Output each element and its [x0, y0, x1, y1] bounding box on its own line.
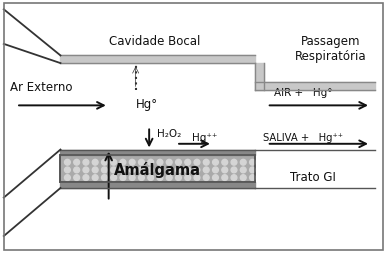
Circle shape	[74, 175, 80, 181]
Circle shape	[212, 167, 218, 173]
Circle shape	[176, 167, 182, 173]
Circle shape	[231, 175, 237, 181]
Circle shape	[83, 160, 89, 165]
Circle shape	[222, 160, 228, 165]
Circle shape	[83, 167, 89, 173]
Circle shape	[240, 167, 246, 173]
Circle shape	[157, 175, 163, 181]
Circle shape	[222, 175, 228, 181]
Circle shape	[166, 167, 172, 173]
Circle shape	[148, 160, 154, 165]
Circle shape	[212, 175, 218, 181]
Circle shape	[222, 167, 228, 173]
Circle shape	[92, 160, 98, 165]
Circle shape	[83, 175, 89, 181]
Circle shape	[111, 160, 116, 165]
Circle shape	[157, 160, 163, 165]
Circle shape	[194, 167, 200, 173]
Text: Passagem
Respiratória: Passagem Respiratória	[295, 35, 366, 62]
Circle shape	[101, 167, 107, 173]
Circle shape	[65, 160, 70, 165]
Circle shape	[74, 160, 80, 165]
Circle shape	[120, 160, 126, 165]
Circle shape	[194, 175, 200, 181]
Circle shape	[185, 167, 191, 173]
Circle shape	[250, 175, 255, 181]
Circle shape	[129, 167, 135, 173]
Text: Cavidade Bocal: Cavidade Bocal	[109, 34, 200, 47]
Circle shape	[185, 160, 191, 165]
Circle shape	[111, 167, 116, 173]
Circle shape	[166, 175, 172, 181]
Circle shape	[157, 167, 163, 173]
Circle shape	[65, 175, 70, 181]
Text: SALIVA +   Hg⁺⁺: SALIVA + Hg⁺⁺	[264, 133, 343, 143]
Circle shape	[148, 175, 154, 181]
Circle shape	[111, 175, 116, 181]
Circle shape	[231, 167, 237, 173]
Circle shape	[101, 160, 107, 165]
Circle shape	[240, 160, 246, 165]
Circle shape	[129, 160, 135, 165]
Circle shape	[176, 160, 182, 165]
Circle shape	[194, 160, 200, 165]
Circle shape	[240, 175, 246, 181]
Circle shape	[250, 160, 255, 165]
Circle shape	[203, 167, 209, 173]
Circle shape	[203, 175, 209, 181]
Circle shape	[231, 160, 237, 165]
Bar	[60, 156, 255, 183]
Text: H₂O₂: H₂O₂	[157, 129, 181, 139]
Circle shape	[65, 167, 70, 173]
Circle shape	[92, 175, 98, 181]
Circle shape	[101, 175, 107, 181]
Text: Hg°: Hg°	[136, 97, 158, 110]
Circle shape	[74, 167, 80, 173]
Circle shape	[166, 160, 172, 165]
Circle shape	[148, 167, 154, 173]
Text: Trato GI: Trato GI	[290, 170, 336, 183]
Text: Ar Externo: Ar Externo	[10, 80, 72, 93]
Text: AIR +   Hg°: AIR + Hg°	[274, 87, 333, 97]
Circle shape	[120, 167, 126, 173]
Circle shape	[139, 160, 144, 165]
Circle shape	[139, 167, 144, 173]
Circle shape	[120, 175, 126, 181]
Circle shape	[176, 175, 182, 181]
Circle shape	[92, 167, 98, 173]
Circle shape	[250, 167, 255, 173]
Text: Hg⁺⁺: Hg⁺⁺	[192, 133, 217, 143]
Text: Amálgama: Amálgama	[114, 161, 201, 177]
Circle shape	[203, 160, 209, 165]
Circle shape	[185, 175, 191, 181]
Circle shape	[212, 160, 218, 165]
Circle shape	[139, 175, 144, 181]
Circle shape	[129, 175, 135, 181]
